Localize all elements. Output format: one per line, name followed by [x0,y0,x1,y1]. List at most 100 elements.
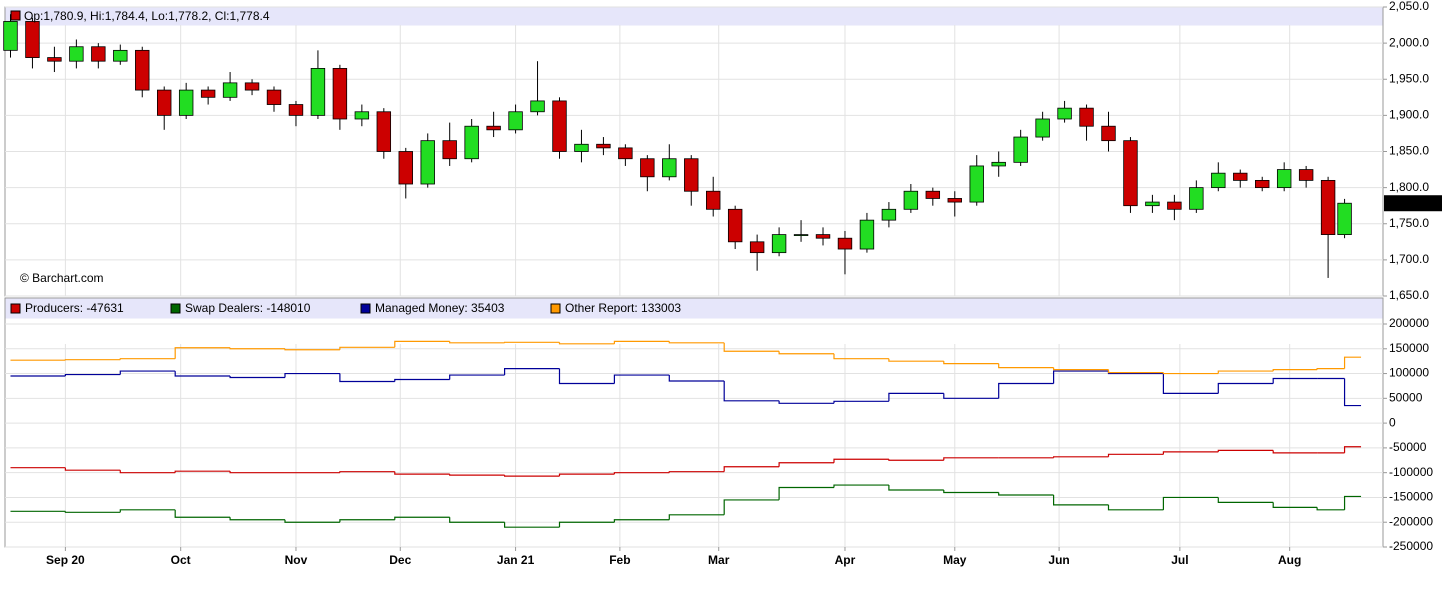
step-segment [174,509,231,518]
step-segment [503,368,560,376]
step-segment [503,475,560,477]
step-segment [284,519,340,523]
step-segment [723,342,780,352]
step-segment [558,342,615,345]
x-tick-label: Jan 21 [497,553,535,567]
candle-body [332,68,348,120]
step-segment [1107,504,1164,511]
candle-body [310,68,326,116]
step-segment [174,371,231,377]
step-segment [229,517,285,521]
step-segment [1343,356,1362,369]
watermark: © Barchart.com [20,271,104,285]
step-segment [778,351,834,355]
step-segment [1343,446,1362,453]
candle-body [464,125,479,160]
candle-body [244,82,260,91]
x-tick-label: Apr [835,553,856,567]
step-segment [339,346,395,350]
candle-body [771,234,787,254]
step-segment [1272,377,1318,384]
step-segment [778,462,834,467]
legend-label: Swap Dealers: -148010 [185,301,311,315]
step-segment [833,353,889,360]
candle-body [1189,187,1204,210]
x-tick-label: Aug [1278,553,1301,567]
step-segment [229,347,285,350]
price-header-band [5,7,1383,26]
candle-body [706,190,721,210]
y-tick-label: 1,700.0 [1389,252,1429,266]
step-segment [668,471,725,473]
step-segment [284,372,340,378]
legend-swatch [10,303,21,314]
step-segment [449,517,505,523]
step-segment [1053,367,1109,371]
candle-body [1337,202,1352,235]
candle-body [640,158,655,178]
step-segment [64,467,121,471]
y-tick-label: 0 [1389,415,1396,429]
step-segment [1343,495,1362,510]
step-segment [558,368,615,385]
candle-body [1167,201,1182,210]
step-segment [1107,453,1164,457]
step-segment [394,516,450,520]
legend-label: Other Report: 133003 [565,301,681,315]
step-segment [668,341,725,344]
step-segment [723,466,780,472]
candle-body [91,46,106,62]
step-segment [1053,370,1109,384]
candle-body [925,190,941,199]
y-tick-label: 50000 [1389,391,1423,405]
step-segment [833,400,889,404]
candle-body [859,219,875,250]
step-segment [1162,496,1219,510]
step-segment [888,459,944,461]
candle-body [200,89,216,98]
y-tick-label: -150000 [1389,490,1433,504]
step-segment [394,471,450,475]
candle-body [1320,179,1336,235]
legend-swatch [360,303,371,314]
cot-panel [4,297,1384,548]
legend-swatch [550,303,561,314]
step-segment [1272,368,1318,372]
candle-body [991,161,1006,167]
candle-body [1145,201,1160,207]
candle-body [1057,107,1072,120]
step-segment [394,340,450,348]
step-segment [394,378,450,382]
step-segment [449,474,505,476]
step-segment [1053,494,1109,506]
step-segment [723,499,780,515]
y-tick-label: 1,800.0 [1389,180,1429,194]
step-segment [998,382,1054,399]
step-segment [1272,450,1318,454]
candle-body [266,89,282,105]
candle-body [420,140,435,185]
x-tick-label: Sep 20 [46,553,85,567]
step-segment [943,490,999,494]
candle-body [1123,140,1138,207]
candle-body [969,165,984,203]
step-segment [613,340,670,344]
step-segment [723,380,780,402]
candle-body [749,241,765,254]
step-segment [119,370,176,375]
candle-body [222,82,238,98]
step-segment [339,373,395,383]
step-segment [833,458,889,463]
y-tick-label: 1,750.0 [1389,216,1429,230]
step-segment [449,374,505,380]
step-segment [888,485,944,491]
step-segment [1053,456,1109,458]
step-segment [449,341,505,344]
step-segment [1162,373,1219,394]
candle-body [1035,118,1050,138]
y-tick-label: 1,950.0 [1389,71,1429,85]
candle-body [1101,125,1116,142]
candle-body [1276,169,1292,189]
candle-body [596,143,611,149]
